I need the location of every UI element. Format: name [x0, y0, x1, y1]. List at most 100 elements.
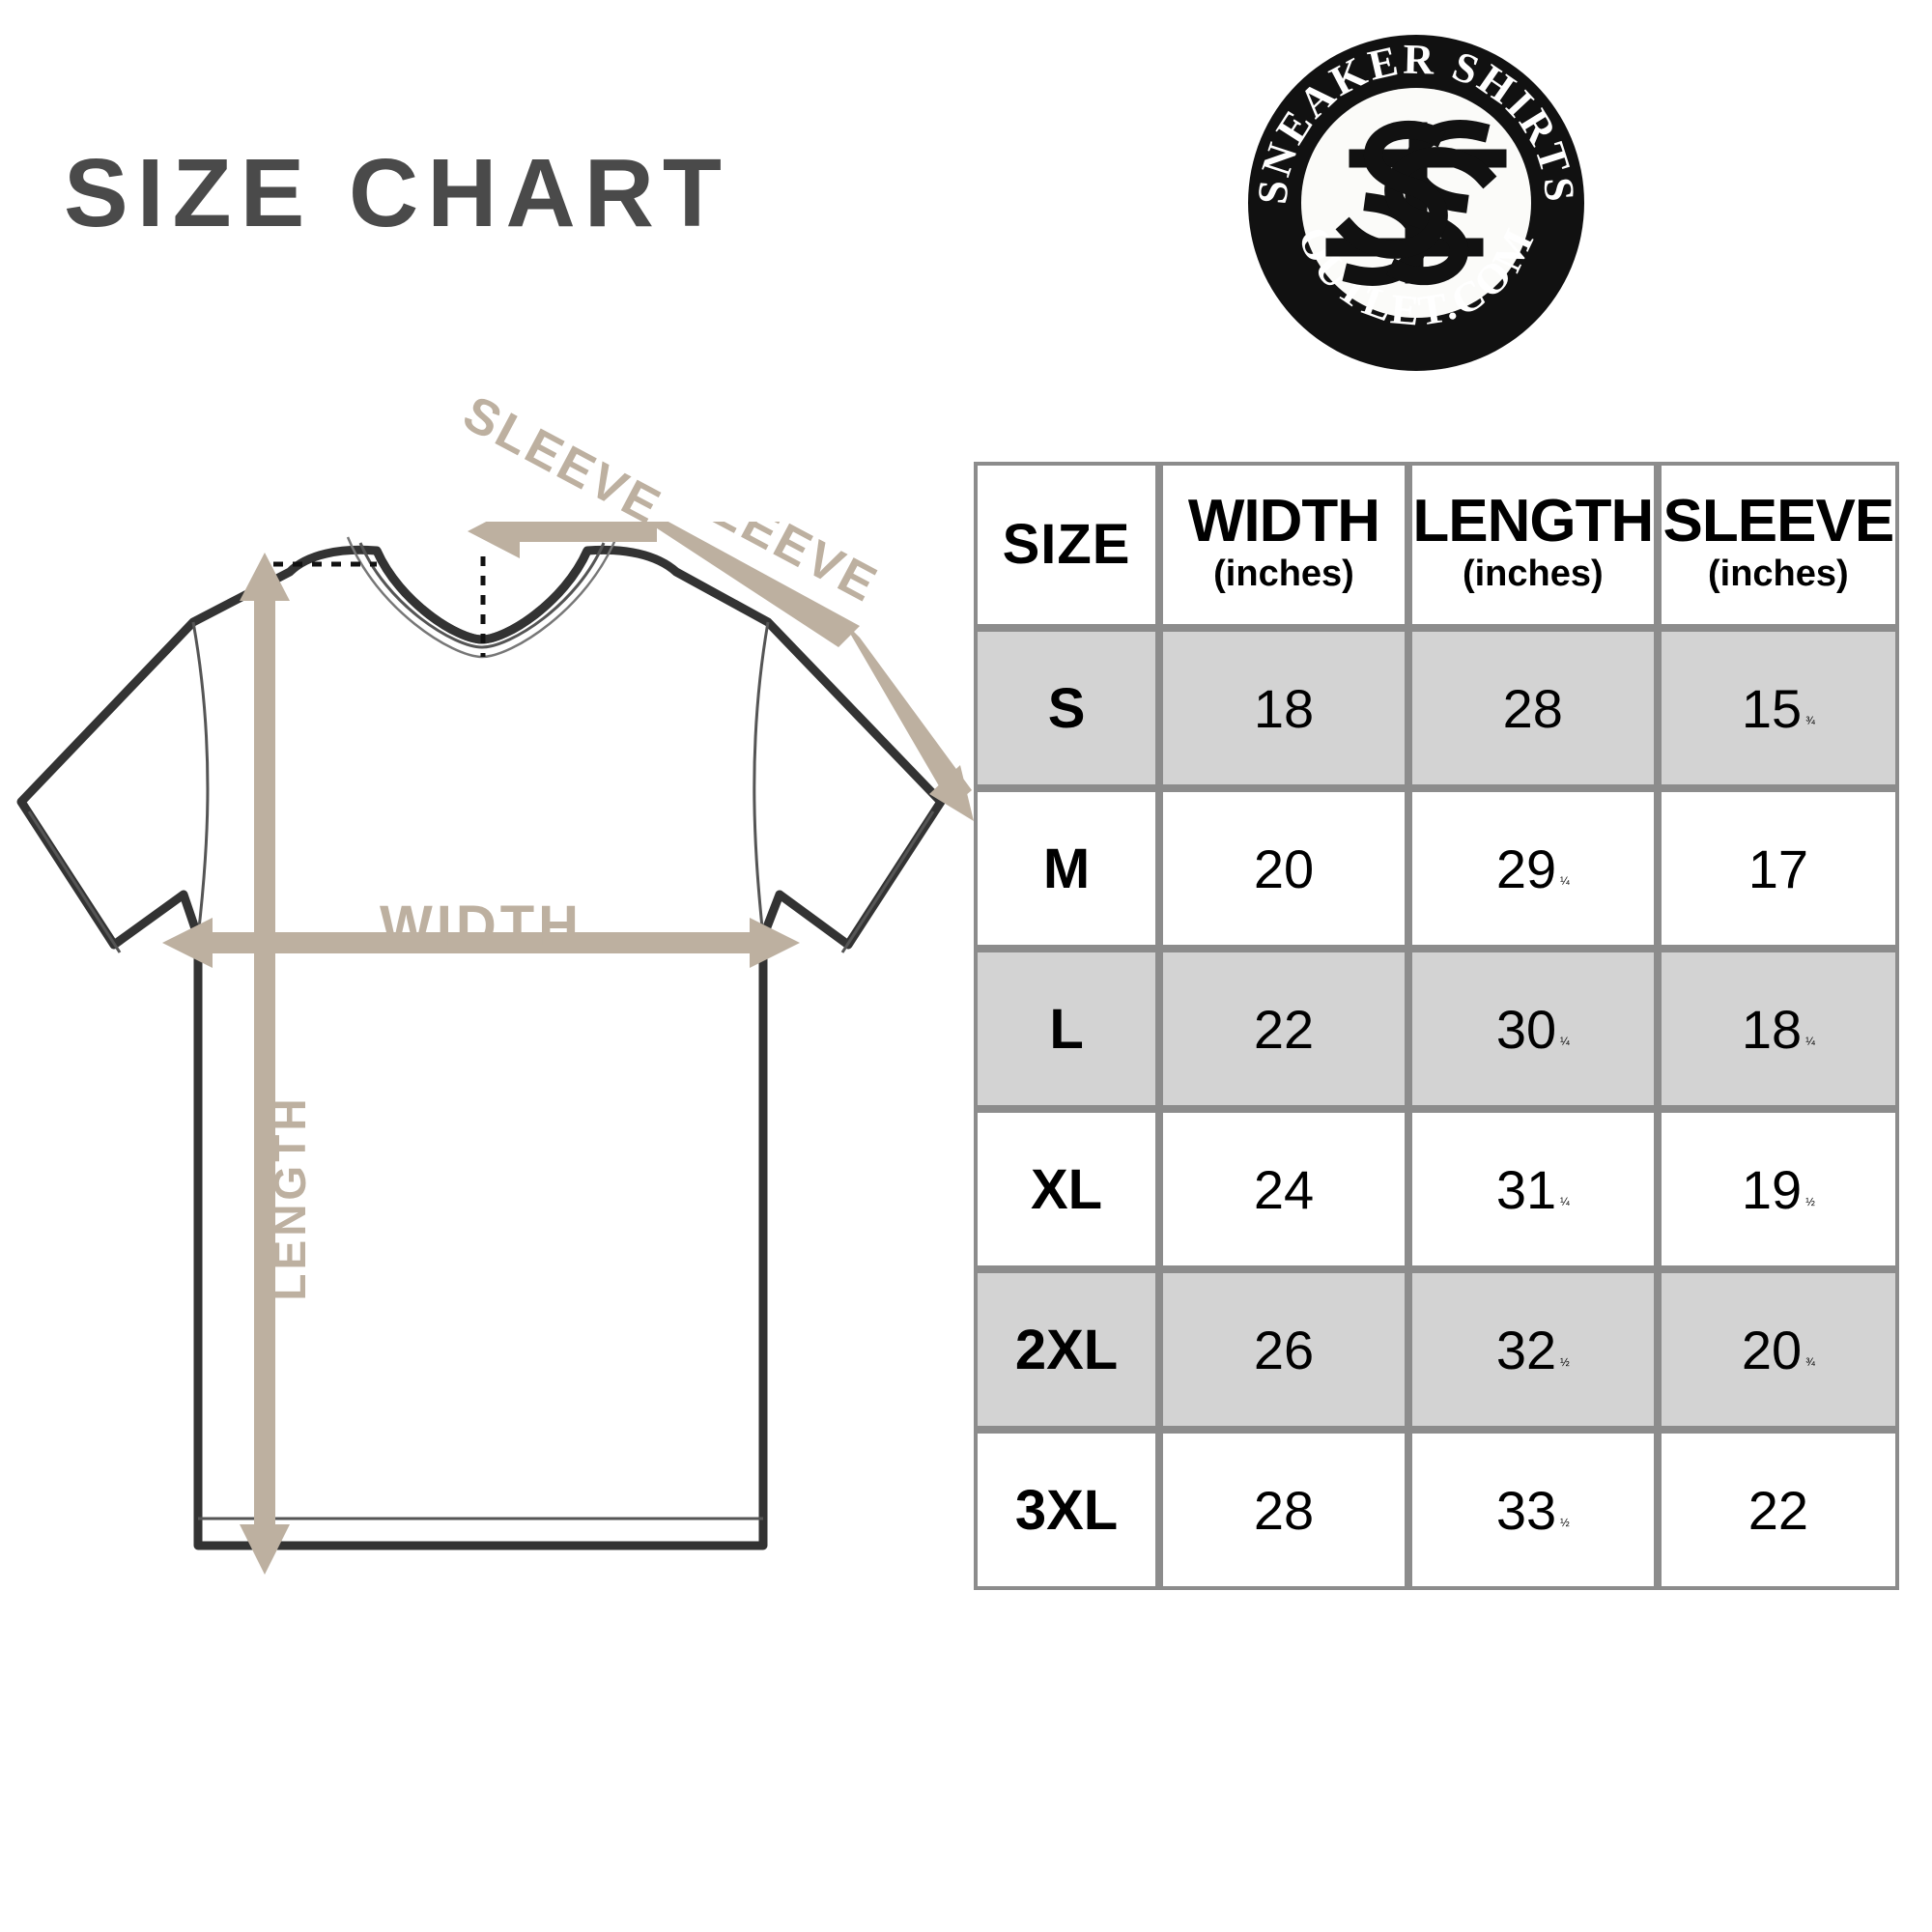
- cell-length-l: 30 ¼: [1407, 949, 1658, 1109]
- cell-length-m: 29 ¼: [1407, 788, 1658, 949]
- column-header-width: WIDTH (inches): [1159, 462, 1408, 628]
- size-chart-table-body: S 18 28 15 ¾ M 20 29 ¼ 17 L 22 30 ¼ 18 ¼ XL 24 31 ¼ 19 ½ 2XL 26…: [974, 628, 1899, 1590]
- cell-sleeve-l-value: 18: [1741, 998, 1803, 1060]
- column-header-size: SIZE: [974, 462, 1160, 628]
- cell-sleeve-2xl: 20 ¾: [1657, 1269, 1899, 1430]
- cell-width-xl: 24: [1159, 1109, 1408, 1269]
- cell-sleeve-l: 18 ¼: [1657, 949, 1899, 1109]
- brand-logo-svg: SNEAKER SHIRTS OUTLET.COM: [1248, 35, 1584, 371]
- sleeve-arrow-head-bottom: [929, 765, 974, 821]
- column-header-width-label: WIDTH: [1187, 488, 1380, 555]
- width-arrow-head-left: [162, 918, 213, 968]
- cell-size-3xl-value: 3XL: [1014, 1478, 1119, 1542]
- page-title: SIZE CHART: [64, 139, 730, 247]
- width-arrow: [162, 918, 800, 968]
- cell-length-2xl-fraction: ½: [1560, 1357, 1570, 1370]
- sleeve-arrow: [468, 504, 974, 821]
- tshirt-collar-ribbing: [358, 542, 606, 649]
- cell-size-xl: XL: [974, 1109, 1160, 1269]
- cell-sleeve-xl-fraction: ½: [1805, 1197, 1815, 1209]
- cell-length-xl: 31 ¼: [1407, 1109, 1658, 1269]
- cell-length-2xl: 32 ½: [1407, 1269, 1658, 1430]
- cell-length-m-fraction: ¼: [1560, 876, 1570, 889]
- cell-size-l-value: L: [1049, 997, 1084, 1061]
- table-row: M 20 29 ¼ 17: [974, 788, 1899, 949]
- sleeve-arrow-shaft-shoulder: [645, 521, 860, 647]
- column-header-sleeve-label: SLEEVE: [1662, 488, 1895, 555]
- tshirt-diagram-svg: WIDTH LENGTH SLEEVE: [16, 463, 974, 1575]
- table-row: XL 24 31 ¼ 19 ½: [974, 1109, 1899, 1269]
- cell-size-l: L: [974, 949, 1160, 1109]
- cell-length-s: 28: [1407, 628, 1658, 788]
- width-arrow-head-right: [750, 918, 800, 968]
- column-header-size-label: SIZE: [1002, 513, 1131, 576]
- cell-length-3xl: 33 ½: [1407, 1430, 1658, 1590]
- cell-width-m-value: 20: [1253, 838, 1315, 899]
- column-header-sleeve: SLEEVE (inches): [1657, 462, 1899, 628]
- cell-width-2xl-value: 26: [1253, 1319, 1315, 1380]
- cell-sleeve-l-fraction: ¼: [1805, 1037, 1815, 1049]
- cell-length-2xl-value: 32: [1495, 1319, 1557, 1380]
- length-arrow-head-top: [240, 553, 290, 601]
- cell-size-s: S: [974, 628, 1160, 788]
- table-row: 2XL 26 32 ½ 20 ¾: [974, 1269, 1899, 1430]
- cell-width-m: 20: [1159, 788, 1408, 949]
- cell-width-s-value: 18: [1253, 677, 1315, 739]
- cell-width-l-value: 22: [1253, 998, 1315, 1060]
- cell-width-3xl-value: 28: [1253, 1479, 1315, 1541]
- cell-sleeve-2xl-fraction: ¾: [1805, 1357, 1815, 1370]
- cell-size-s-value: S: [1047, 676, 1086, 740]
- cell-sleeve-m-value: 17: [1747, 838, 1808, 899]
- column-header-length-unit: (inches): [1462, 554, 1604, 595]
- sleeve-arrow-shaft-horizontal: [493, 521, 657, 542]
- length-arrow-head-bottom: [240, 1524, 290, 1575]
- cell-size-3xl: 3XL: [974, 1430, 1160, 1590]
- cell-size-2xl-value: 2XL: [1014, 1318, 1119, 1381]
- cell-sleeve-2xl-value: 20: [1741, 1319, 1803, 1380]
- cell-size-2xl: 2XL: [974, 1269, 1160, 1430]
- size-chart-table: SIZE WIDTH (inches) LENGTH (inches) SLEE…: [974, 462, 1899, 1590]
- cell-sleeve-s-fraction: ¾: [1805, 716, 1815, 728]
- cell-width-xl-value: 24: [1253, 1158, 1315, 1220]
- cell-sleeve-3xl: 22: [1657, 1430, 1899, 1590]
- cell-width-l: 22: [1159, 949, 1408, 1109]
- tshirt-diagram: WIDTH LENGTH SLEEVE: [0, 463, 976, 1604]
- table-row: L 22 30 ¼ 18 ¼: [974, 949, 1899, 1109]
- cell-width-s: 18: [1159, 628, 1408, 788]
- tshirt-outline: [16, 536, 946, 1550]
- logo-monogram: [1325, 120, 1507, 286]
- cell-sleeve-s-value: 15: [1741, 677, 1803, 739]
- cell-length-s-value: 28: [1502, 677, 1563, 739]
- table-row: S 18 28 15 ¾: [974, 628, 1899, 788]
- cell-sleeve-s: 15 ¾: [1657, 628, 1899, 788]
- tshirt-seam-right: [753, 621, 770, 938]
- cell-sleeve-xl: 19 ½: [1657, 1109, 1899, 1269]
- width-arrow-shaft: [191, 932, 771, 953]
- width-label: WIDTH: [380, 895, 582, 957]
- tshirt-seam-left: [191, 621, 210, 938]
- cell-width-2xl: 26: [1159, 1269, 1408, 1430]
- cell-size-m-value: M: [1042, 837, 1091, 900]
- column-header-length: LENGTH (inches): [1407, 462, 1658, 628]
- sleeve-arrow-shaft-sleeve: [842, 620, 972, 808]
- tshirt-cuff-right: [840, 810, 935, 953]
- sleeve-label-overlay: SLEEVE: [454, 384, 671, 536]
- cell-length-m-value: 29: [1495, 838, 1557, 899]
- length-arrow: [240, 553, 290, 1575]
- length-arrow-shaft: [254, 580, 275, 1546]
- cell-length-xl-value: 31: [1495, 1158, 1557, 1220]
- size-chart-table-head: SIZE WIDTH (inches) LENGTH (inches) SLEE…: [974, 462, 1899, 628]
- cell-length-3xl-value: 33: [1495, 1479, 1557, 1541]
- column-header-length-label: LENGTH: [1412, 488, 1654, 555]
- tshirt-cuff-left: [27, 810, 122, 953]
- length-label: LENGTH: [265, 1094, 315, 1300]
- cell-width-3xl: 28: [1159, 1430, 1408, 1590]
- cell-length-xl-fraction: ¼: [1560, 1197, 1570, 1209]
- column-header-sleeve-unit: (inches): [1708, 554, 1849, 595]
- sleeve-arrow-head-left: [468, 504, 520, 558]
- table-header-row: SIZE WIDTH (inches) LENGTH (inches) SLEE…: [974, 462, 1899, 628]
- cell-size-m: M: [974, 788, 1160, 949]
- brand-logo: SNEAKER SHIRTS OUTLET.COM: [1244, 31, 1588, 375]
- cell-length-l-fraction: ¼: [1560, 1037, 1570, 1049]
